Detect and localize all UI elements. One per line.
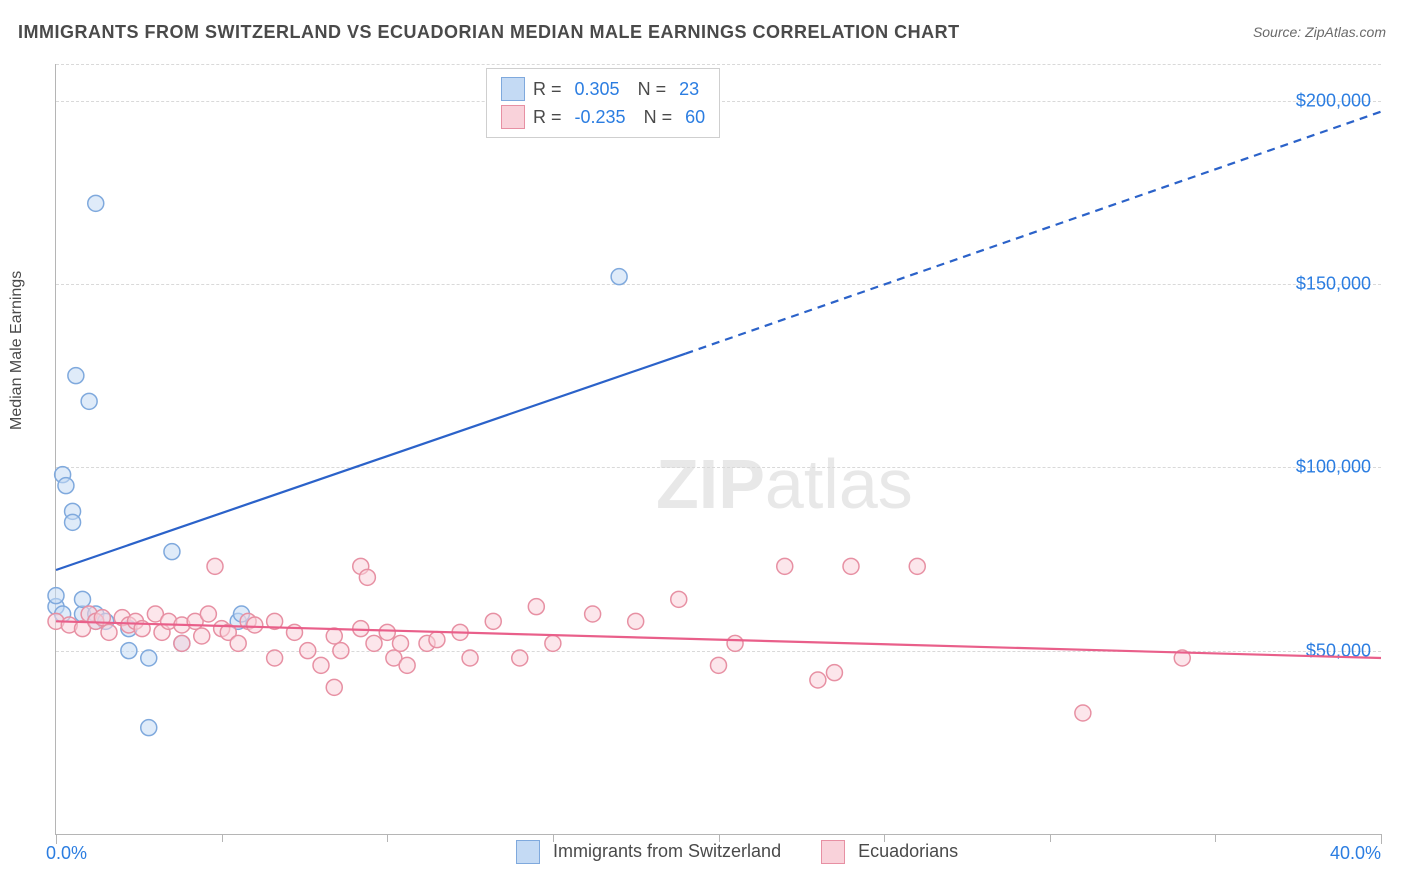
data-point-ecuador <box>462 650 478 666</box>
data-point-swiss <box>141 650 157 666</box>
data-point-swiss <box>68 368 84 384</box>
data-point-ecuador <box>359 569 375 585</box>
data-point-ecuador <box>333 643 349 659</box>
data-point-ecuador <box>777 558 793 574</box>
swatch-ecuador <box>501 105 525 129</box>
data-point-swiss <box>58 478 74 494</box>
data-point-ecuador <box>711 657 727 673</box>
data-point-ecuador <box>267 650 283 666</box>
data-point-swiss <box>48 588 64 604</box>
data-point-ecuador <box>200 606 216 622</box>
chart-title: IMMIGRANTS FROM SWITZERLAND VS ECUADORIA… <box>18 22 960 43</box>
trendline-ecuador <box>56 621 1381 658</box>
trendline-swiss <box>56 354 685 570</box>
stats-row-ecuador: R = -0.235 N = 60 <box>501 103 705 131</box>
data-point-ecuador <box>528 599 544 615</box>
swatch-swiss <box>501 77 525 101</box>
data-point-swiss <box>141 720 157 736</box>
data-point-ecuador <box>326 628 342 644</box>
data-point-ecuador <box>101 624 117 640</box>
plot-area: ZIPatlas $50,000$100,000$150,000$200,000… <box>55 64 1381 835</box>
y-axis-label: Median Male Earnings <box>8 271 26 430</box>
data-point-ecuador <box>628 613 644 629</box>
data-point-swiss <box>81 393 97 409</box>
data-point-ecuador <box>194 628 210 644</box>
data-point-swiss <box>75 591 91 607</box>
data-point-swiss <box>88 195 104 211</box>
x-tick-min: 0.0% <box>46 843 87 864</box>
stats-legend-box: R = 0.305 N = 23 R = -0.235 N = 60 <box>486 68 720 138</box>
legend-item-ecuador: Ecuadorians <box>821 840 958 864</box>
data-point-ecuador <box>727 635 743 651</box>
data-point-ecuador <box>207 558 223 574</box>
stats-row-swiss: R = 0.305 N = 23 <box>501 75 705 103</box>
scatter-plot-svg <box>56 64 1381 834</box>
data-point-ecuador <box>379 624 395 640</box>
data-point-swiss <box>65 514 81 530</box>
chart-container: IMMIGRANTS FROM SWITZERLAND VS ECUADORIA… <box>0 0 1406 892</box>
source-label: Source: ZipAtlas.com <box>1253 24 1386 40</box>
data-point-ecuador <box>300 643 316 659</box>
data-point-ecuador <box>1075 705 1091 721</box>
x-tick-max: 40.0% <box>1330 843 1381 864</box>
data-point-swiss <box>121 643 137 659</box>
data-point-ecuador <box>909 558 925 574</box>
data-point-ecuador <box>366 635 382 651</box>
legend-item-swiss: Immigrants from Switzerland <box>516 840 781 864</box>
data-point-ecuador <box>485 613 501 629</box>
data-point-ecuador <box>585 606 601 622</box>
data-point-ecuador <box>393 635 409 651</box>
data-point-ecuador <box>174 635 190 651</box>
data-point-ecuador <box>826 665 842 681</box>
data-point-ecuador <box>313 657 329 673</box>
data-point-ecuador <box>545 635 561 651</box>
swatch-ecuador-icon <box>821 840 845 864</box>
data-point-ecuador <box>399 657 415 673</box>
data-point-swiss <box>611 269 627 285</box>
data-point-ecuador <box>671 591 687 607</box>
bottom-legend: Immigrants from Switzerland Ecuadorians <box>516 840 958 864</box>
data-point-ecuador <box>810 672 826 688</box>
swatch-swiss-icon <box>516 840 540 864</box>
data-point-ecuador <box>326 679 342 695</box>
trendline-swiss-extrapolated <box>685 112 1381 354</box>
data-point-swiss <box>164 544 180 560</box>
data-point-ecuador <box>512 650 528 666</box>
data-point-ecuador <box>429 632 445 648</box>
data-point-ecuador <box>230 635 246 651</box>
data-point-ecuador <box>247 617 263 633</box>
data-point-ecuador <box>843 558 859 574</box>
